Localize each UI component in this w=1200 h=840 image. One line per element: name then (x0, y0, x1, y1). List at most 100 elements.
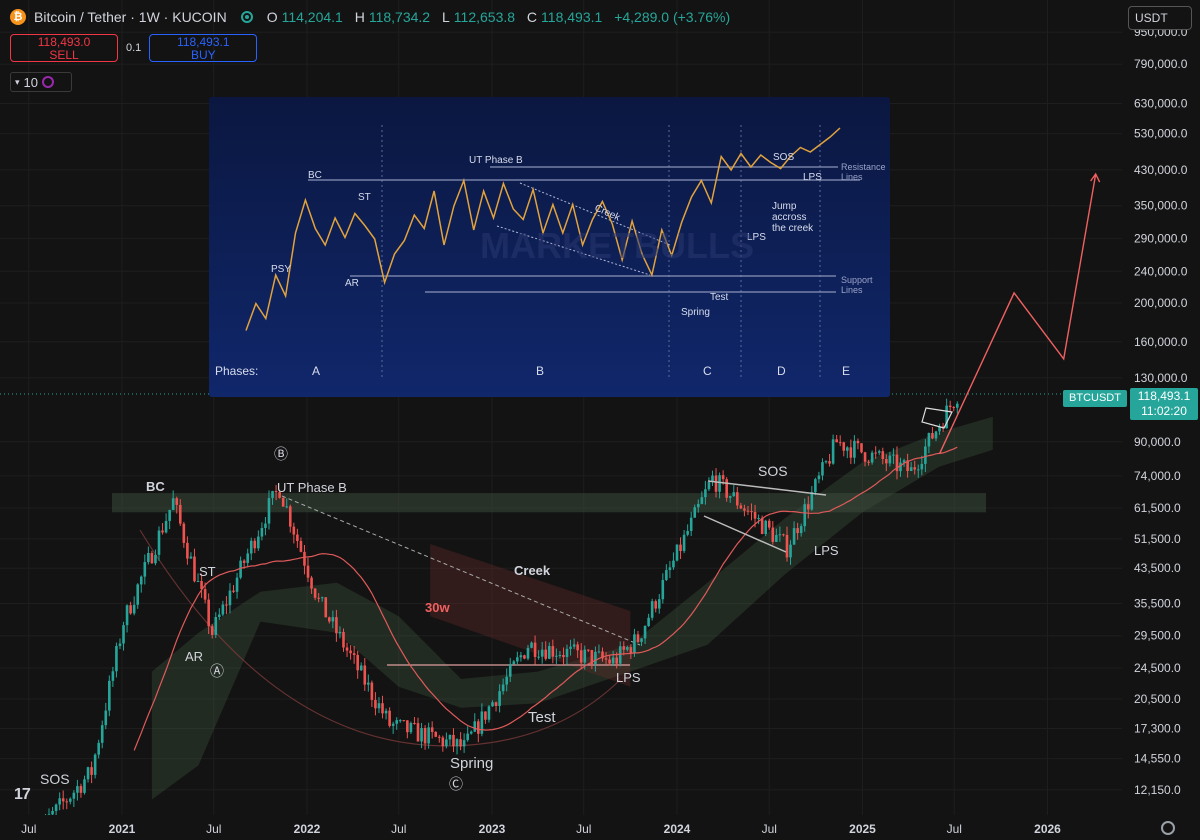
candle-body (61, 798, 65, 802)
sell-price: 118,493.0 (37, 35, 91, 49)
candle-body (540, 649, 544, 657)
candle-body (303, 551, 306, 566)
wyckoff-path (245, 127, 841, 331)
candle-body (97, 742, 100, 755)
inset-annotation: AR (345, 278, 359, 289)
change-value: +4,289.0 (+3.76%) (614, 9, 731, 25)
candle-body (249, 540, 253, 554)
candle-body (888, 455, 892, 464)
candle-body (285, 506, 289, 508)
candle-body (569, 646, 572, 649)
symbol-title[interactable]: Bitcoin / Tether · 1W · KUCOIN (34, 9, 227, 25)
currency-selector[interactable]: USDT (1128, 6, 1192, 30)
candle-body (746, 510, 750, 512)
candle-body (342, 631, 345, 648)
candle-body (562, 654, 565, 658)
candle-body (100, 725, 104, 743)
candle-body (257, 536, 260, 549)
x-tick-label: Jul (762, 822, 777, 836)
x-tick-label: 2026 (1034, 822, 1061, 836)
candle-body (225, 604, 228, 606)
candle-body (654, 601, 658, 609)
y-tick-label: 51,500.0 (1134, 532, 1181, 546)
candle-body (288, 506, 292, 527)
candle-body (587, 649, 590, 651)
candle-body (853, 440, 856, 458)
candle-body (299, 541, 303, 552)
close-value: 118,493.1 (541, 9, 603, 25)
candle-body (189, 556, 193, 559)
candle-body (466, 733, 469, 741)
candle-body (338, 631, 342, 634)
candle-body (409, 723, 413, 733)
chart-annotation: 30w (425, 600, 450, 615)
candle-body (235, 577, 239, 592)
candle-body (494, 702, 498, 706)
candle-body (207, 599, 210, 627)
inset-annotation: B (536, 364, 544, 378)
candle-body (721, 475, 725, 480)
price-axis-bg (1122, 0, 1200, 840)
inset-annotation-line: Resistance (841, 162, 886, 172)
candle-body (505, 676, 508, 685)
candle-body (863, 452, 867, 462)
tradingview-logo[interactable]: 17 (14, 786, 31, 803)
buy-button[interactable]: 118,493.1 BUY (149, 34, 258, 62)
low-label: L (441, 9, 450, 25)
candle-body (636, 634, 640, 642)
y-tick-label: 240,000.0 (1134, 264, 1188, 278)
inset-annotation: Resistance Lines (841, 162, 886, 182)
y-tick-label: 130,000.0 (1134, 371, 1188, 385)
candle-body (381, 703, 384, 714)
candle-body (125, 605, 129, 626)
candle-body (221, 604, 225, 615)
x-tick-label: Jul (576, 822, 591, 836)
open-value: 114,204.1 (281, 9, 343, 25)
candle-body (899, 462, 902, 472)
indicator-count: 10 (23, 74, 38, 90)
candle-body (537, 656, 540, 658)
candle-body (83, 779, 86, 793)
indicators-toggle[interactable]: ▾ 10 (10, 72, 72, 92)
candle-body (622, 646, 626, 650)
candle-body (945, 405, 948, 429)
candle-body (296, 534, 299, 542)
candle-body (132, 604, 136, 614)
inset-annotation: Support Lines (841, 275, 873, 295)
candle-body (792, 528, 796, 545)
candle-body (115, 645, 118, 672)
candle-body (647, 617, 650, 627)
candle-body (150, 553, 154, 564)
candle-body (590, 650, 594, 664)
candle-body (398, 720, 402, 722)
y-tick-label: 790,000.0 (1134, 57, 1188, 71)
candle-body (65, 801, 69, 803)
candle-body (51, 810, 54, 815)
gear-icon[interactable] (1161, 821, 1175, 835)
candle-body (498, 691, 501, 706)
candle-body (519, 655, 523, 658)
candle-body (640, 638, 643, 642)
chart-annotation: LPS (814, 543, 839, 558)
inset-annotation-line: the creek (772, 223, 814, 234)
candle-body (955, 403, 959, 408)
candle-body (672, 560, 675, 568)
candle-body (725, 479, 728, 498)
candle-body (526, 647, 530, 659)
candle-body (310, 577, 313, 589)
candle-body (182, 523, 186, 543)
wedge-upper (707, 480, 827, 496)
candle-body (214, 617, 218, 635)
inset-background (209, 97, 890, 397)
candle-body (711, 475, 714, 483)
candle-body (200, 581, 203, 590)
candle-body (363, 665, 367, 685)
candle-body (782, 534, 785, 536)
candle-body (72, 792, 76, 799)
candle-body (331, 617, 335, 622)
y-tick-label: 20,500.0 (1134, 692, 1181, 706)
candle-body (764, 520, 767, 534)
candle-body (842, 442, 846, 451)
sell-button[interactable]: 118,493.0 SELL (10, 34, 118, 62)
